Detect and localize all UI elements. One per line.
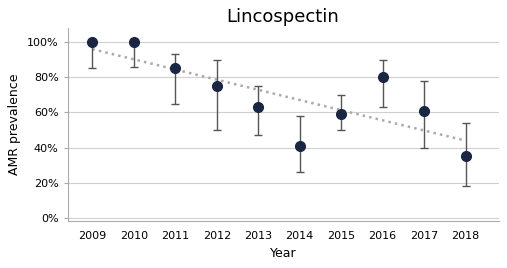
X-axis label: Year: Year <box>270 247 297 260</box>
Y-axis label: AMR prevalence: AMR prevalence <box>8 74 21 175</box>
Title: Lincospectin: Lincospectin <box>227 8 340 26</box>
